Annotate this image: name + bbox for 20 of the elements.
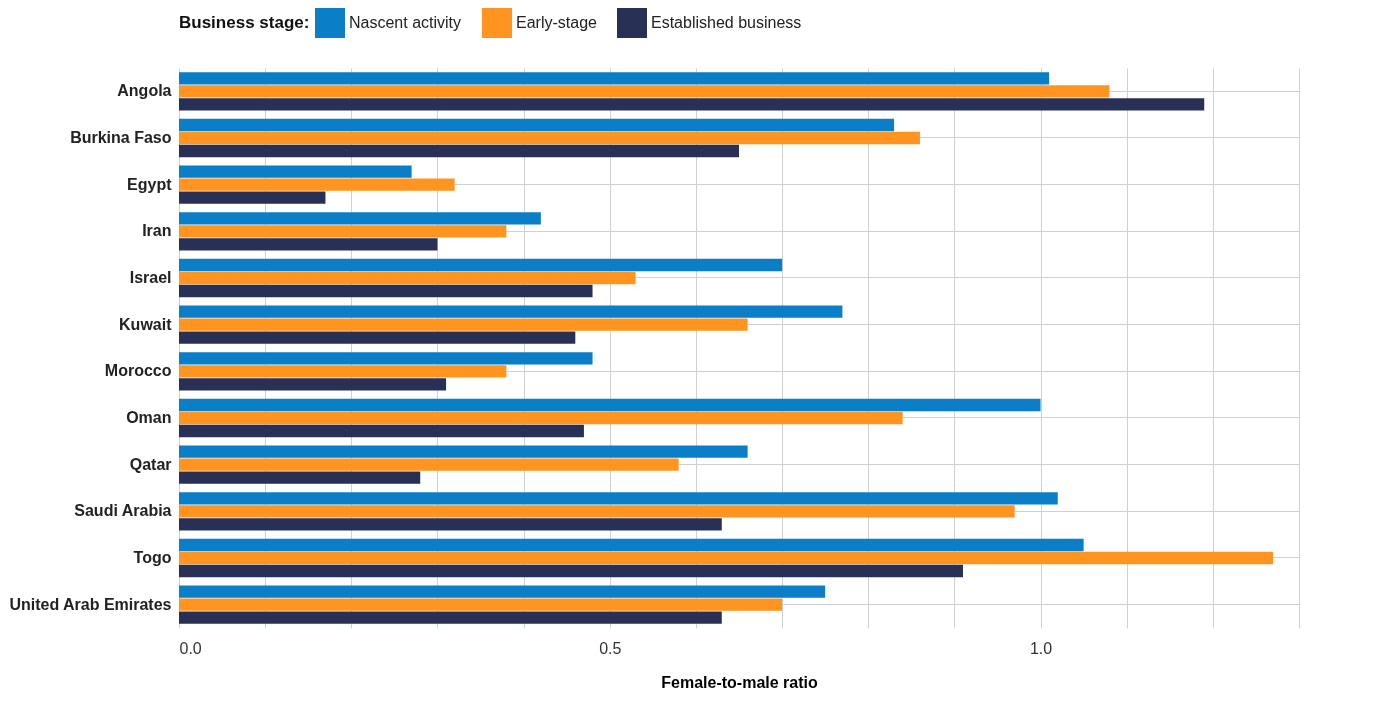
legend-title: Business stage: <box>179 13 310 32</box>
x-tick-label: 0.0 <box>179 639 202 657</box>
y-tick-label: Israel <box>129 269 172 286</box>
y-tick-label: United Arab Emirates <box>9 595 172 613</box>
y-tick-label: Togo <box>133 549 172 566</box>
y-tick-label: Kuwait <box>119 315 173 333</box>
y-tick-label: Qatar <box>129 455 172 473</box>
y-tick-label: Angola <box>117 82 172 100</box>
legend-label: Nascent activity <box>349 14 462 31</box>
y-tick-label: Iran <box>142 222 172 240</box>
legend-label: Early-stage <box>516 14 598 31</box>
x-tick-label: 0.5 <box>599 639 622 657</box>
x-axis-title: Female-to-male ratio <box>661 673 818 691</box>
y-tick-label: Egypt <box>127 175 173 193</box>
y-tick-label: Burkina Faso <box>70 129 172 146</box>
y-tick-label: Morocco <box>104 362 172 380</box>
y-tick-label: Oman <box>126 409 172 426</box>
x-tick-label: 1.0 <box>1029 639 1053 657</box>
y-tick-label: Saudi Arabia <box>74 502 172 520</box>
legend-label: Established business <box>651 14 802 31</box>
